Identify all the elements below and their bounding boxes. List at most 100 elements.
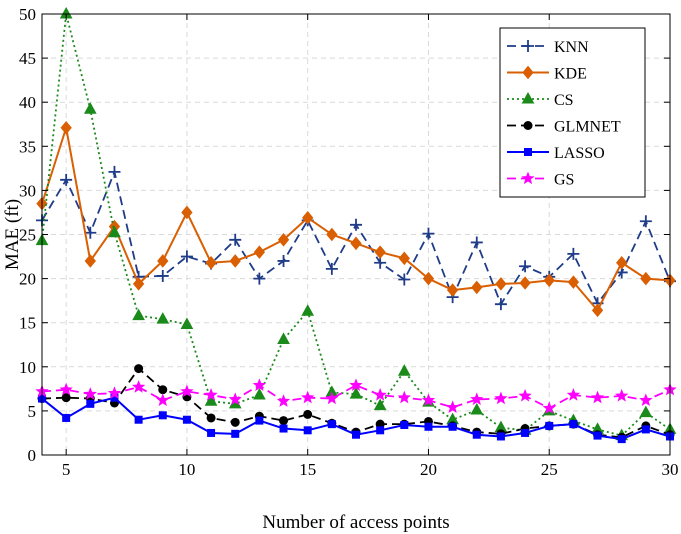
data-point-gs <box>228 392 242 406</box>
data-point-cs <box>373 398 387 411</box>
data-point-gs <box>421 393 436 406</box>
data-point-lasso <box>424 422 433 431</box>
data-point-knn <box>422 227 435 240</box>
x-tick-label: 10 <box>178 460 195 479</box>
data-point-cs <box>349 387 363 399</box>
data-point-lasso <box>352 430 360 439</box>
data-point-knn <box>229 233 242 246</box>
data-point-kde <box>350 236 362 251</box>
x-tick-label: 15 <box>299 460 316 479</box>
legend-label-glmnet: GLMNET <box>554 119 621 136</box>
data-point-kde <box>205 255 217 270</box>
data-point-kde <box>60 120 72 135</box>
data-point-lasso <box>207 428 216 437</box>
y-tick-label: 15 <box>19 314 36 333</box>
data-point-kde <box>132 277 145 291</box>
data-point-lasso <box>521 428 530 437</box>
data-point-knn <box>60 173 73 186</box>
data-point-lasso <box>86 399 95 408</box>
data-point-cs <box>639 405 653 418</box>
data-point-kde <box>374 245 386 259</box>
legend-marker-knn <box>522 40 534 52</box>
data-point-kde <box>471 280 483 295</box>
data-point-knn <box>519 260 532 273</box>
data-point-knn <box>253 272 266 285</box>
y-tick-label: 20 <box>19 270 36 289</box>
data-point-glmnet <box>279 416 289 426</box>
data-point-lasso <box>593 431 602 440</box>
x-axis-label: Number of access points <box>262 512 449 533</box>
data-point-kde <box>302 210 314 225</box>
data-point-lasso <box>496 432 505 441</box>
data-point-kde <box>591 303 604 318</box>
series-kde <box>36 120 676 318</box>
data-point-gs <box>204 388 218 401</box>
legend-marker-lasso <box>524 148 532 156</box>
data-point-cs <box>180 317 194 329</box>
y-tick-label: 10 <box>19 358 36 377</box>
data-point-gs <box>252 378 267 391</box>
data-point-knn <box>156 269 169 282</box>
data-point-gs <box>397 390 411 404</box>
data-point-glmnet <box>61 393 71 403</box>
x-tick-label: 20 <box>420 460 437 479</box>
data-point-cs <box>397 364 411 376</box>
data-point-cs <box>253 387 266 400</box>
data-point-kde <box>326 227 338 242</box>
data-point-kde <box>422 271 435 286</box>
data-point-knn <box>567 247 580 260</box>
data-point-kde <box>616 255 628 270</box>
legend-marker-cs <box>521 91 535 104</box>
legend-label-kde: KDE <box>554 66 587 83</box>
series-lasso <box>38 393 674 444</box>
data-point-lasso <box>641 425 650 434</box>
data-point-gs <box>180 384 194 398</box>
data-point-gs <box>156 393 170 406</box>
data-point-gs <box>107 386 122 399</box>
y-tick-label: 30 <box>19 181 36 200</box>
data-point-glmnet <box>230 417 240 427</box>
y-tick-label: 35 <box>19 137 36 156</box>
data-point-gs <box>349 378 363 391</box>
y-tick-label: 40 <box>19 93 36 112</box>
data-point-kde <box>229 254 241 268</box>
data-point-lasso <box>303 426 312 435</box>
data-point-lasso <box>376 426 385 435</box>
data-point-glmnet <box>158 385 168 395</box>
data-point-cs <box>83 102 97 114</box>
data-point-gs <box>639 393 653 406</box>
data-point-knn <box>325 262 338 275</box>
legend-box <box>499 27 646 198</box>
y-tick-label: 0 <box>28 446 37 465</box>
data-point-knn <box>84 226 97 239</box>
data-point-cs <box>204 394 218 406</box>
data-point-cs <box>132 308 145 321</box>
data-point-lasso <box>327 420 336 429</box>
series-line-gs <box>41 384 671 410</box>
data-point-kde <box>84 254 96 268</box>
data-point-kde <box>567 275 580 289</box>
data-point-lasso <box>569 420 578 429</box>
y-axis-label: MAE (ft) <box>2 199 23 270</box>
series-line-cs <box>41 13 671 437</box>
data-point-lasso <box>279 424 288 433</box>
data-point-cs <box>156 312 170 324</box>
data-point-glmnet <box>303 409 313 419</box>
data-point-gs <box>445 400 460 414</box>
data-point-knn <box>470 236 483 249</box>
x-tick-label: 5 <box>62 460 71 479</box>
data-point-lasso <box>158 411 167 420</box>
data-point-gs <box>59 382 73 396</box>
data-point-cs <box>108 225 121 238</box>
legend-label-knn: KNN <box>554 39 589 56</box>
series-glmnet <box>37 364 675 442</box>
data-point-lasso <box>545 421 554 430</box>
data-point-knn <box>494 298 507 311</box>
data-point-gs <box>83 387 97 400</box>
data-point-lasso <box>62 413 71 422</box>
data-point-lasso <box>448 422 457 431</box>
data-point-kde <box>277 233 290 247</box>
data-point-lasso <box>110 393 119 402</box>
data-point-lasso <box>472 430 481 439</box>
data-point-kde <box>446 283 459 297</box>
